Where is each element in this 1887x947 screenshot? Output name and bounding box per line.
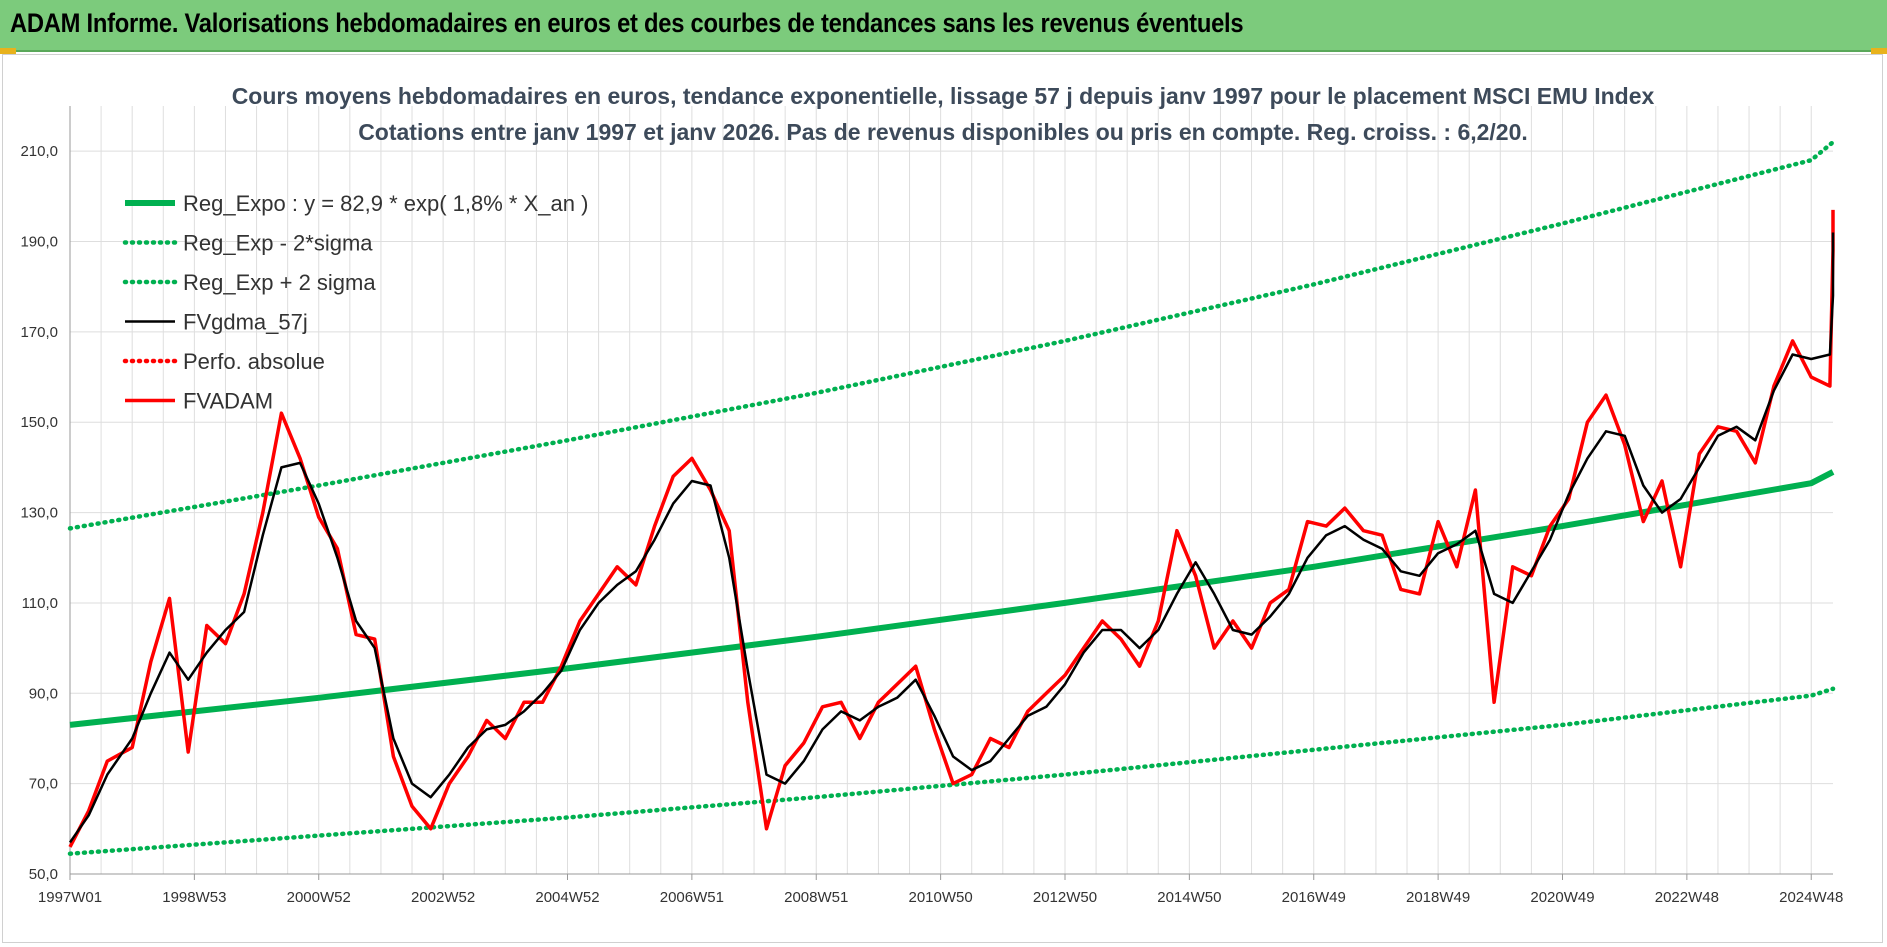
x-axis-ticks: 1997W01 1998W53 2000W52 2002W52 2004W52 2006W… bbox=[38, 874, 1843, 906]
x-tick-label: 2016W49 bbox=[1282, 889, 1346, 906]
corner-marker-top-left bbox=[0, 48, 16, 54]
series-line-0 bbox=[69, 469, 1835, 728]
x-tick-label: 2022W48 bbox=[1655, 889, 1719, 906]
x-tick-label: 2012W50 bbox=[1033, 889, 1097, 906]
corner-marker-top-right bbox=[1871, 48, 1887, 54]
chart-frame bbox=[2, 54, 1883, 943]
legend-label: Reg_Expo : y = 82,9 * exp( 1,8% * X_an ) bbox=[183, 191, 588, 216]
series-line-1 bbox=[67, 686, 1836, 856]
x-tick-label: 1997W01 bbox=[38, 889, 102, 906]
y-tick-label: 130,0 bbox=[20, 505, 58, 522]
x-tick-label: 2020W49 bbox=[1530, 889, 1594, 906]
y-axis-ticks: 50,0 70,0 90,0 110,0 130,0 150,0 170,0 190,0 210… bbox=[20, 143, 58, 883]
x-tick-label: 2024W48 bbox=[1779, 889, 1843, 906]
legend: Reg_Expo : y = 82,9 * exp( 1,8% * X_an )… bbox=[122, 191, 588, 414]
legend-label: Reg_Exp - 2*sigma bbox=[183, 231, 373, 256]
y-tick-label: 210,0 bbox=[20, 143, 58, 160]
x-tick-label: 1998W53 bbox=[162, 889, 226, 906]
chart-subtitle: Cotations entre janv 1997 et janv 2026. … bbox=[358, 119, 1528, 145]
legend-label: Perfo. absolue bbox=[183, 349, 325, 374]
legend-label: Reg_Exp + 2 sigma bbox=[183, 270, 376, 295]
chart-title: Cours moyens hebdomadaires en euros, ten… bbox=[232, 83, 1655, 109]
x-tick-label: 2002W52 bbox=[411, 889, 475, 906]
legend-label: FVADAM bbox=[183, 389, 273, 414]
grid-lines bbox=[69, 106, 1833, 875]
x-tick-label: 2010W50 bbox=[909, 889, 973, 906]
x-tick-label: 2014W50 bbox=[1157, 889, 1221, 906]
x-tick-label: 2018W49 bbox=[1406, 889, 1470, 906]
y-tick-label: 110,0 bbox=[22, 595, 58, 612]
y-tick-label: 70,0 bbox=[29, 776, 58, 793]
y-tick-label: 190,0 bbox=[20, 234, 58, 251]
y-tick-label: 170,0 bbox=[20, 324, 58, 341]
y-tick-label: 90,0 bbox=[29, 685, 58, 702]
axes bbox=[69, 106, 1833, 875]
legend-label: FVgdma_57j bbox=[183, 310, 308, 335]
series-line-5 bbox=[68, 209, 1835, 848]
title-banner: ADAM Informe. Valorisations hebdomadaire… bbox=[0, 0, 1887, 52]
x-tick-label: 2000W52 bbox=[287, 889, 351, 906]
x-tick-label: 2006W51 bbox=[660, 889, 724, 906]
series-line-2 bbox=[67, 139, 1836, 531]
y-tick-label: 50,0 bbox=[29, 866, 58, 883]
series-layer bbox=[67, 139, 1836, 856]
x-tick-label: 2004W52 bbox=[535, 889, 599, 906]
x-tick-label: 2008W51 bbox=[784, 889, 848, 906]
series-line-3 bbox=[68, 232, 1835, 844]
banner-title: ADAM Informe. Valorisations hebdomadaire… bbox=[10, 8, 1244, 38]
y-tick-label: 150,0 bbox=[20, 414, 58, 431]
